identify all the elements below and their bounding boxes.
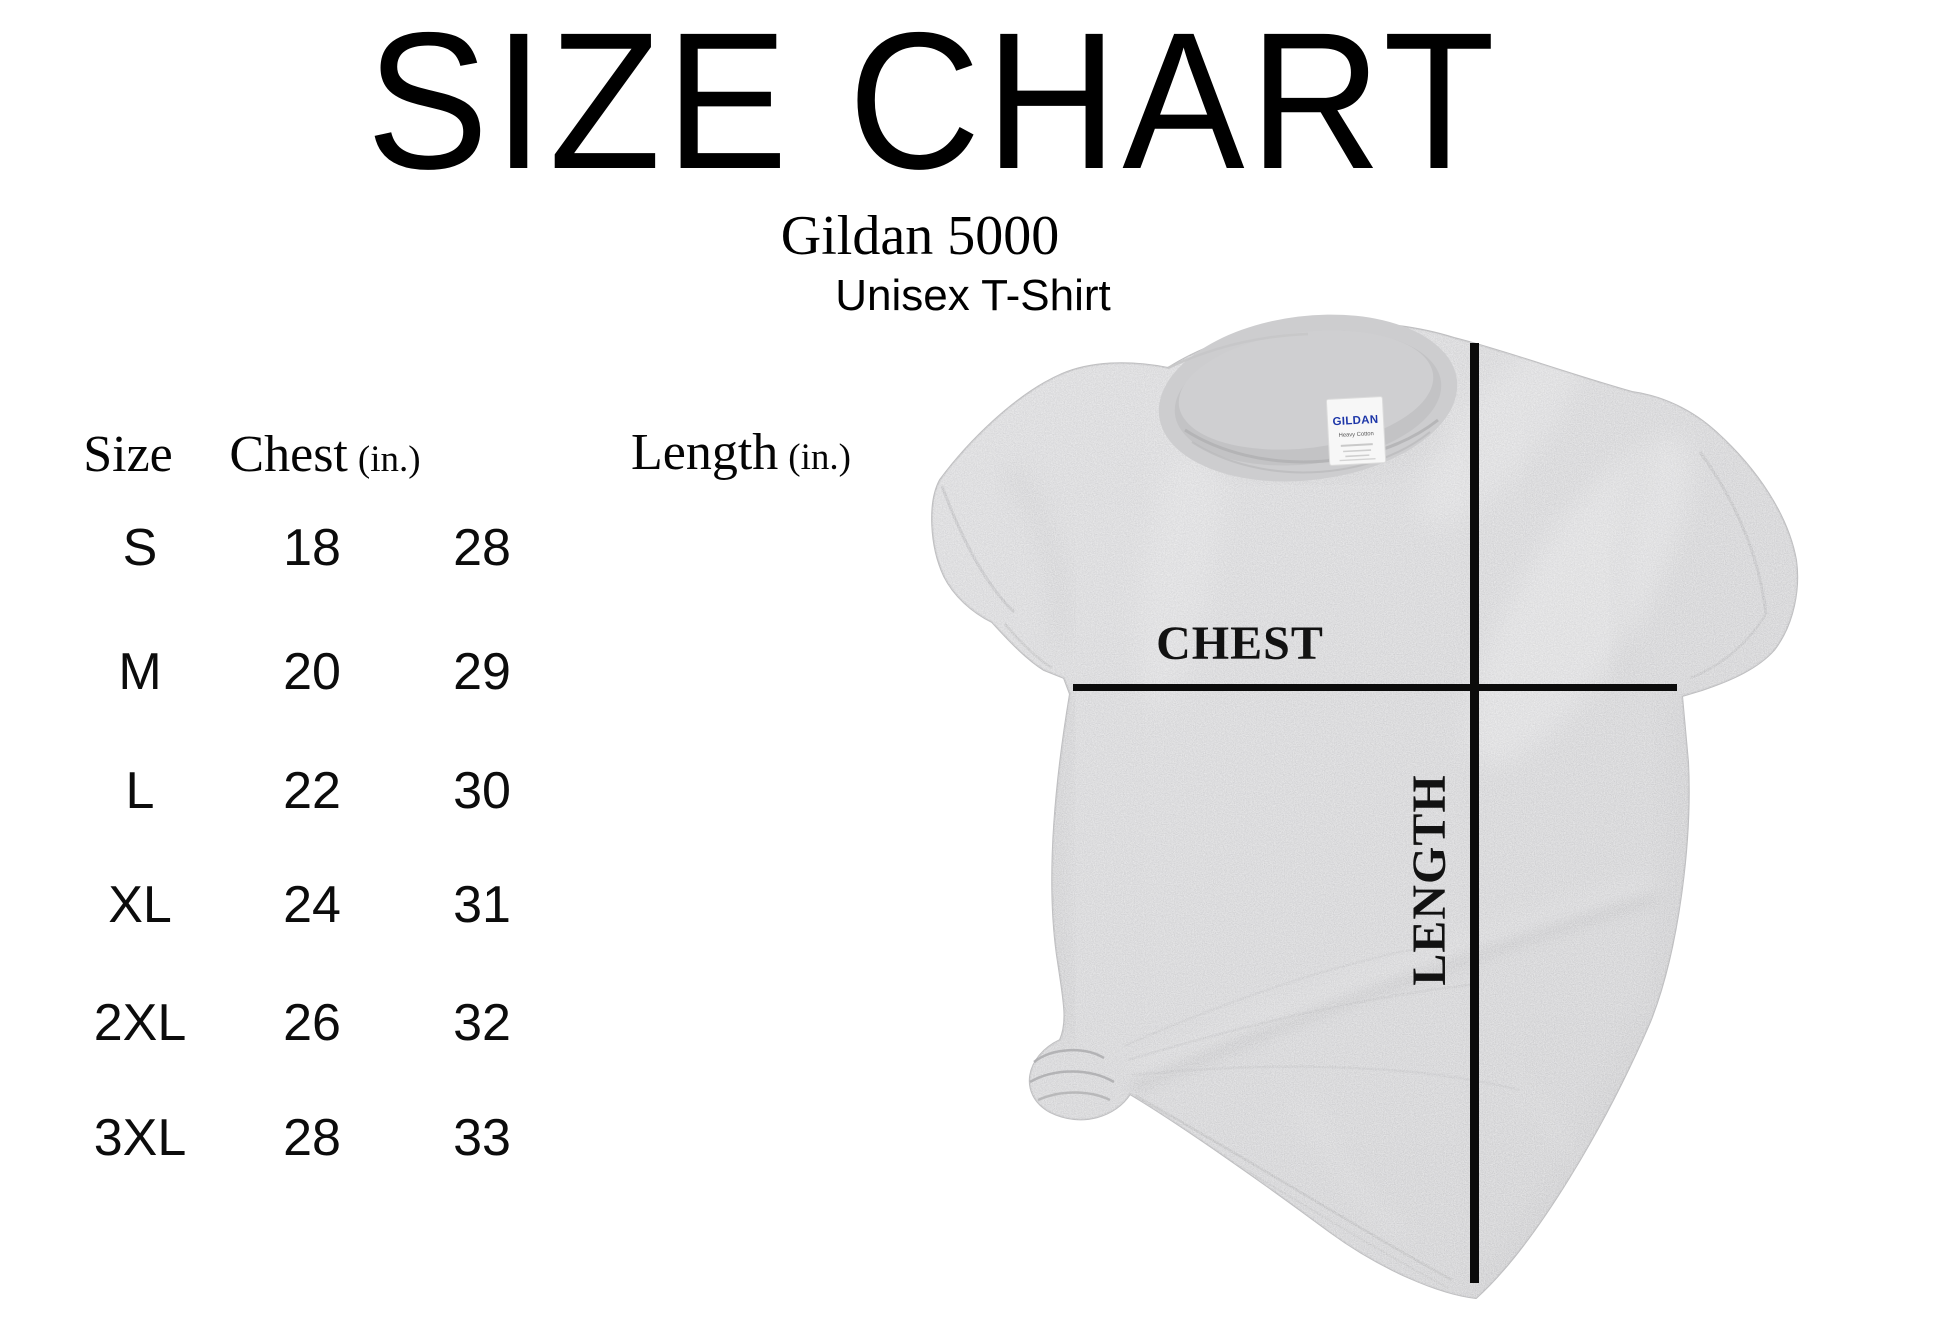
chest-label: CHEST <box>1156 617 1324 670</box>
collar-rib <box>1167 332 1309 370</box>
product-type: Unisex T-Shirt <box>835 271 1111 320</box>
chest-measure: CHEST <box>1073 617 1677 691</box>
length-cell: 33 <box>453 1109 511 1167</box>
chest-cell: 26 <box>283 994 341 1052</box>
tag-text-line <box>1339 458 1376 462</box>
column-header-chest: Chest (in.) <box>229 425 420 490</box>
size-cell: XL <box>108 876 172 934</box>
column-header-length: Length (in.) <box>631 423 851 488</box>
collar-seam <box>1184 418 1439 464</box>
size-cell: S <box>122 519 158 577</box>
length-line <box>1470 343 1479 1283</box>
length-cell: 28 <box>453 519 511 577</box>
tag-text-line <box>1345 454 1370 458</box>
length-cell: 30 <box>453 762 511 820</box>
length-cell: 31 <box>453 876 511 934</box>
length-measure: LENGTH <box>1403 343 1479 1283</box>
length-label: LENGTH <box>1403 774 1456 985</box>
chest-line <box>1073 684 1677 691</box>
length-cell: 29 <box>453 643 511 701</box>
tag-text-line <box>1343 449 1372 453</box>
column-header-unit: (in.) <box>357 439 421 480</box>
column-header-label: Chest <box>229 426 348 483</box>
column-header-label: Length <box>631 424 779 481</box>
size-cell: L <box>125 762 155 820</box>
chest-cell: 24 <box>283 876 341 934</box>
product-name: Gildan 5000 <box>780 205 1060 267</box>
size-cell: M <box>118 643 162 701</box>
collar-seam <box>1191 431 1431 474</box>
chest-cell: 22 <box>283 762 341 820</box>
neck-tag: GILDAN Heavy Cotton <box>1325 396 1387 466</box>
chest-cell: 28 <box>283 1109 341 1167</box>
tshirt-graphic: GILDAN Heavy Cotton CHEST LENGTH <box>931 314 1799 1300</box>
knot <box>1029 1048 1115 1102</box>
size-cell: 3XL <box>93 1109 187 1167</box>
column-header-size: Size <box>83 425 183 490</box>
length-cell: 32 <box>453 994 511 1052</box>
page-title: SIZE CHART <box>366 0 1500 210</box>
column-header-label: Size <box>83 426 173 483</box>
column-header-unit: (in.) <box>788 437 851 478</box>
tag-brand: GILDAN <box>1332 414 1378 428</box>
size-cell: 2XL <box>93 994 187 1052</box>
tag-background <box>1325 396 1387 466</box>
tag-text-line <box>1340 443 1373 447</box>
chest-cell: 20 <box>283 643 341 701</box>
chest-cell: 18 <box>283 519 341 577</box>
tag-line: Heavy Cotton <box>1339 431 1374 439</box>
